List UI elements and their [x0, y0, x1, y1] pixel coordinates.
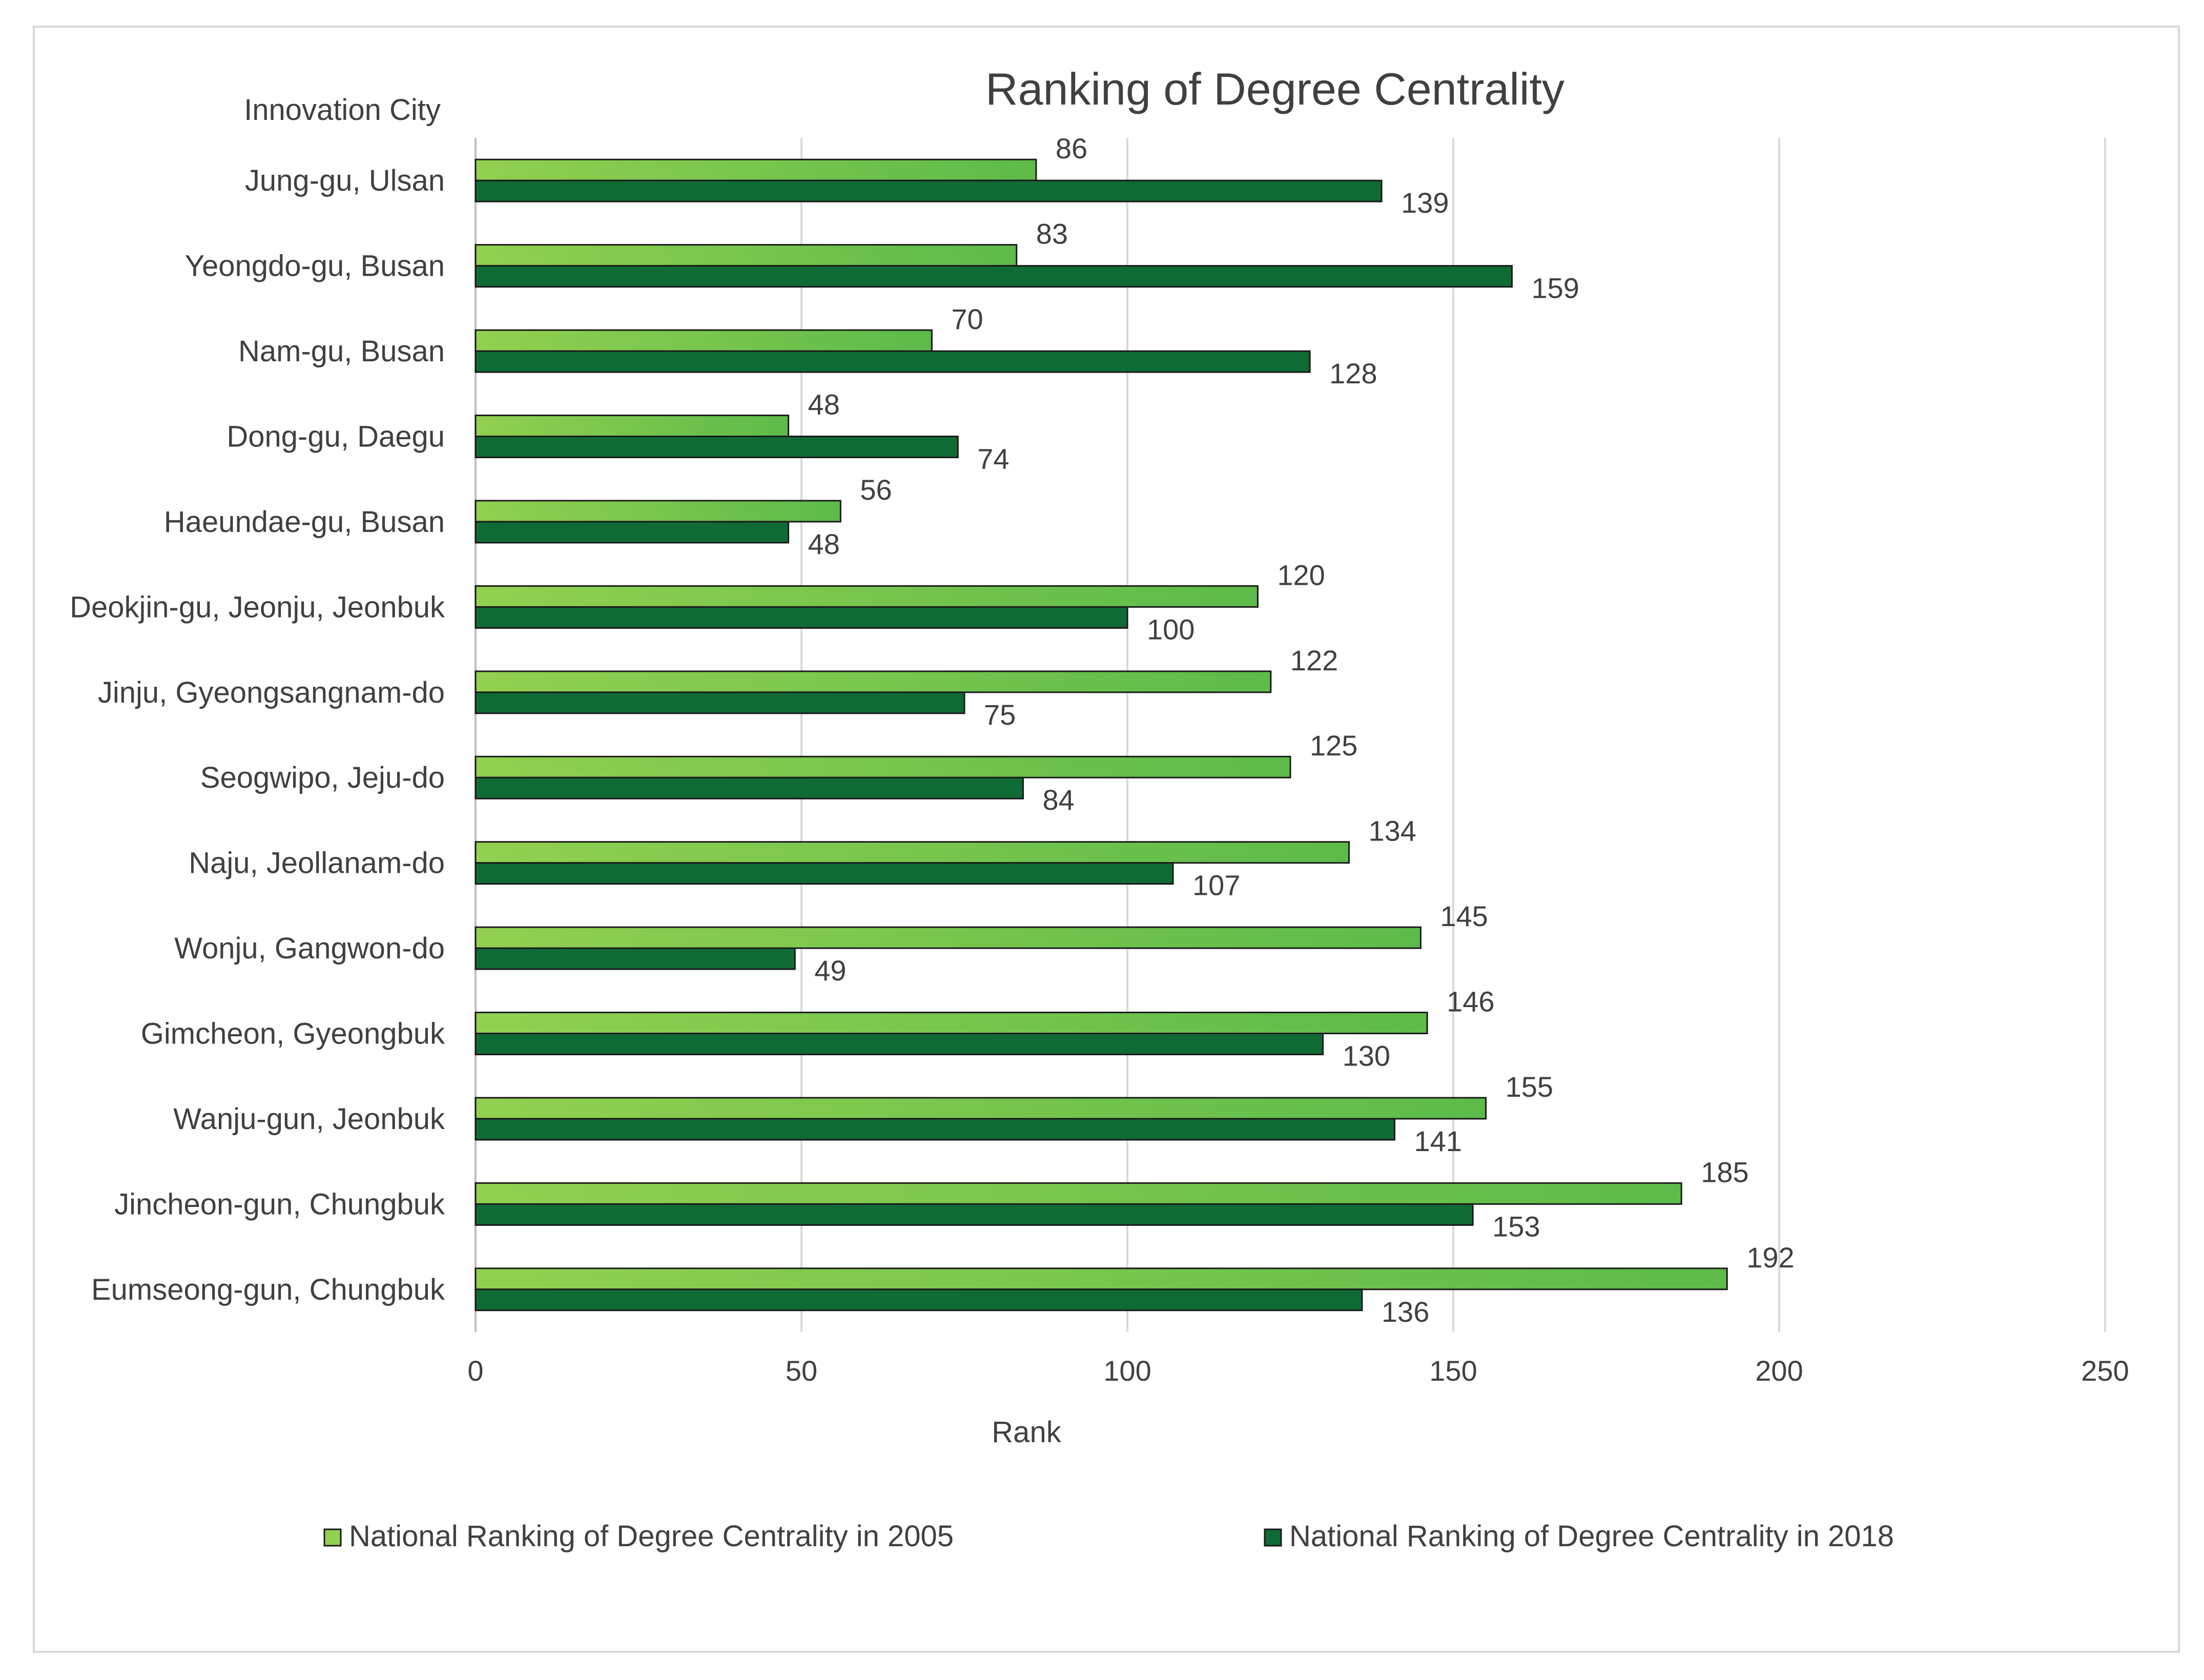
- bar-2018: [475, 521, 790, 544]
- legend-label: National Ranking of Degree Centrality in…: [349, 1520, 954, 1553]
- chart-frame: Ranking of Degree Centrality Innovation …: [33, 26, 2180, 1653]
- data-label: 185: [1701, 1156, 1748, 1188]
- bar-2005: [475, 585, 1259, 608]
- data-label: 86: [1056, 132, 1087, 165]
- data-label: 120: [1277, 559, 1325, 591]
- bar-2005: [475, 926, 1422, 949]
- x-tick-label: 0: [467, 1355, 483, 1387]
- category-label: Jung-gu, Ulsan: [245, 164, 445, 197]
- category-axis-title: Innovation City: [244, 93, 441, 127]
- data-label: 107: [1192, 869, 1240, 902]
- category-label: Gimcheon, Gyeongbuk: [141, 1017, 445, 1051]
- category-label: Jincheon-gun, Chungbuk: [114, 1187, 445, 1221]
- data-label: 74: [977, 443, 1009, 475]
- x-tick-label: 200: [1755, 1355, 1803, 1387]
- bar-2005: [475, 841, 1350, 864]
- gridlines: [475, 138, 2106, 1332]
- bar-2018: [475, 350, 1311, 373]
- bar-2018: [475, 691, 965, 714]
- category-label: Haeundae-gu, Busan: [164, 505, 445, 539]
- data-label: 136: [1382, 1296, 1429, 1328]
- x-tick-label: 100: [1103, 1355, 1151, 1387]
- category-label: Wonju, Gangwon-do: [174, 932, 445, 965]
- x-tick-label: 150: [1429, 1355, 1477, 1387]
- x-tick-labels: 0 50 100 150 200 250: [467, 1355, 2129, 1387]
- data-label: 153: [1492, 1210, 1540, 1242]
- category-label: Naju, Jeollanam-do: [189, 847, 445, 880]
- category-label: Seogwipo, Jeju-do: [200, 761, 445, 794]
- data-label: 192: [1746, 1241, 1794, 1274]
- legend: National Ranking of Degree Centrality in…: [323, 1520, 1894, 1553]
- data-label: 141: [1414, 1125, 1462, 1157]
- data-label: 84: [1042, 784, 1074, 816]
- bar-2005: [475, 1097, 1487, 1120]
- category-label: Wanju-gun, Jeonbuk: [173, 1102, 445, 1136]
- x-tick-label: 250: [2081, 1355, 2129, 1387]
- bar-2018: [475, 1033, 1324, 1055]
- data-label: 159: [1531, 272, 1579, 304]
- bar-2005: [475, 244, 1018, 267]
- bar-2018: [475, 265, 1513, 288]
- category-label: Jinju, Gyeongsangnam-do: [98, 676, 445, 709]
- category-label: Nam-gu, Busan: [238, 335, 445, 368]
- data-label: 155: [1506, 1071, 1553, 1103]
- legend-swatch: [323, 1528, 342, 1547]
- category-label: Yeongdo-gu, Busan: [185, 250, 445, 283]
- bar-2005: [475, 329, 933, 352]
- bar-2018: [475, 862, 1174, 885]
- data-label: 122: [1290, 644, 1338, 677]
- bar-2018: [475, 1203, 1474, 1226]
- data-label: 139: [1401, 187, 1449, 219]
- category-label: Dong-gu, Daegu: [226, 420, 445, 454]
- bar-2005: [475, 500, 841, 523]
- bar-2005: [475, 1182, 1682, 1205]
- bar-2005: [475, 670, 1272, 693]
- data-label: 146: [1447, 986, 1494, 1018]
- data-label: 134: [1368, 815, 1416, 847]
- bar-2018: [475, 947, 796, 970]
- data-label: 130: [1343, 1040, 1390, 1072]
- data-label: 49: [814, 954, 846, 987]
- bar-2018: [475, 179, 1383, 202]
- x-axis-title: Rank: [992, 1416, 1061, 1449]
- data-label: 70: [951, 303, 983, 335]
- chart-title: Ranking of Degree Centrality: [985, 64, 1564, 114]
- data-label: 125: [1310, 729, 1357, 762]
- bar-2005: [475, 158, 1037, 181]
- category-labels: Jung-gu, Ulsan Yeongdo-gu, Busan Nam-gu, B…: [70, 164, 445, 1306]
- bar-2018: [475, 1118, 1396, 1141]
- data-label: 145: [1440, 900, 1488, 932]
- legend-swatch: [1264, 1528, 1282, 1547]
- bar-2005: [475, 1267, 1728, 1290]
- category-label: Deokjin-gu, Jeonju, Jeonbuk: [70, 590, 445, 624]
- data-label: 75: [984, 699, 1016, 731]
- bar-2005: [475, 415, 790, 437]
- data-label: 48: [808, 528, 840, 560]
- bar-2018: [475, 1288, 1363, 1312]
- data-label: 83: [1036, 218, 1068, 250]
- bars: 86 139 83 159 70 128 48 74 56 48 120 100 122 75 125 84 1…: [475, 132, 1795, 1328]
- bar-2018: [475, 606, 1128, 629]
- bar-2018: [475, 776, 1024, 800]
- bar-2018: [475, 436, 959, 458]
- data-label: 48: [808, 388, 840, 421]
- data-label: 128: [1329, 357, 1377, 390]
- category-label: Eumseong-gun, Chungbuk: [91, 1273, 445, 1306]
- x-tick-label: 50: [786, 1355, 817, 1387]
- bar-2005: [475, 1012, 1428, 1034]
- bar-2005: [475, 755, 1291, 778]
- data-label: 100: [1147, 613, 1194, 645]
- bar-chart: Ranking of Degree Centrality Innovation …: [70, 64, 2129, 1553]
- data-label: 56: [860, 474, 892, 506]
- legend-label: National Ranking of Degree Centrality in…: [1289, 1520, 1894, 1553]
